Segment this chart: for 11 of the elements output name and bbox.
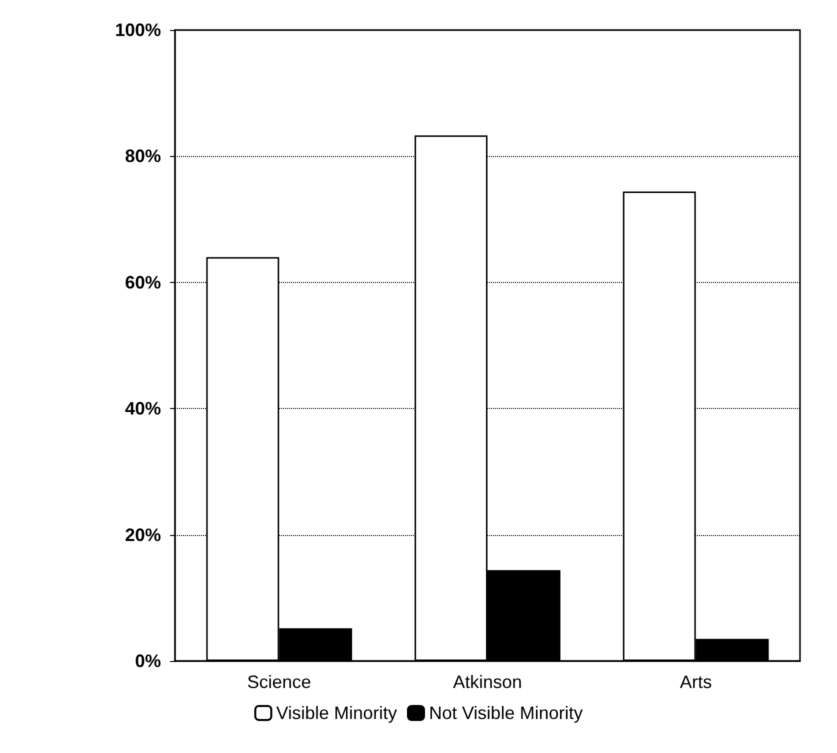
y-tick-label: 20% — [124, 524, 161, 545]
legend-label: Not Visible Minority — [428, 703, 583, 723]
x-tick-label: Arts — [680, 672, 712, 692]
y-tick-label: 40% — [124, 398, 161, 419]
y-tick-label: 80% — [124, 146, 161, 166]
y-tick-label: 100% — [114, 20, 161, 40]
y-tick-label: 60% — [124, 272, 161, 292]
x-tick-label: Atkinson — [452, 672, 522, 692]
y-tick-label: 0% — [134, 651, 161, 671]
legend-label: Visible Minority — [276, 703, 398, 723]
x-tick-label: Science — [247, 672, 312, 692]
